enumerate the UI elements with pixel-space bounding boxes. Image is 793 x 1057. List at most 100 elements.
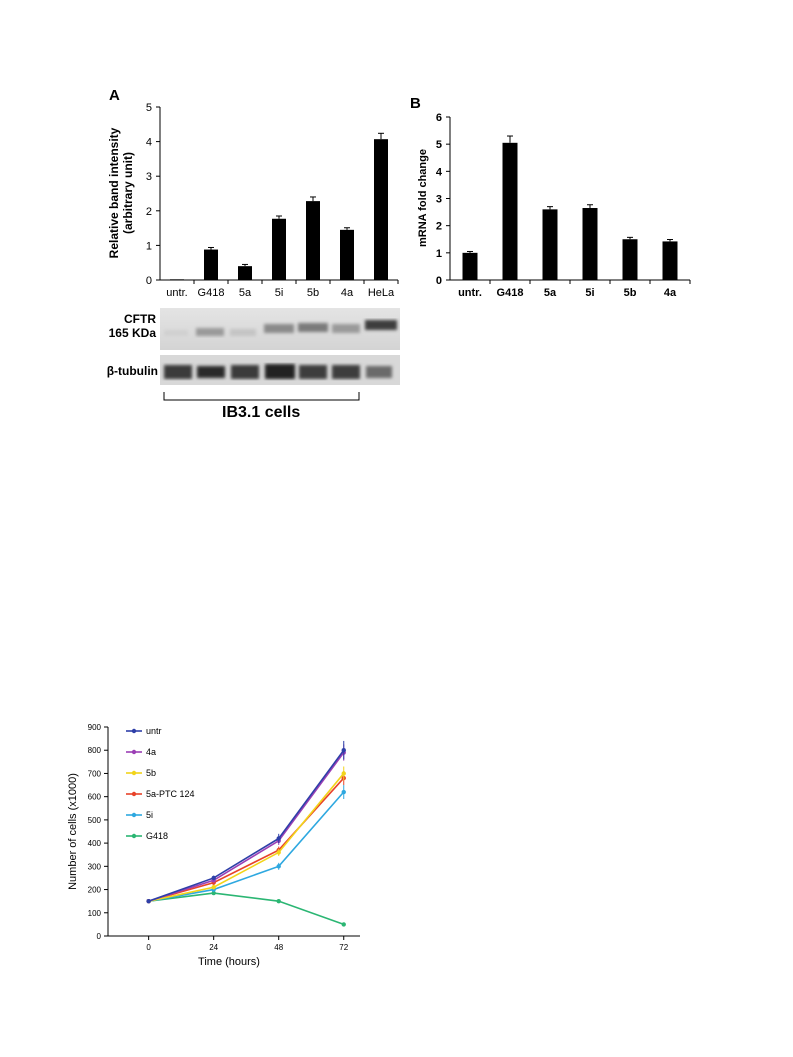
legend-marker-G418 xyxy=(131,833,137,839)
growth-chart: 0 100 200 300 400 500 600 700 800 900 0 24 48 72 Time … xyxy=(67,723,360,968)
tubulin-band-5a xyxy=(231,365,259,379)
cftr-band-g418 xyxy=(196,328,224,336)
growth-x-tick-label: 72 xyxy=(339,943,348,952)
tubulin-blot xyxy=(160,355,400,385)
panel-b-x-tick-label: G418 xyxy=(497,287,524,299)
panel-b-x-tick-label: 5i xyxy=(585,287,594,299)
panel-b-bar xyxy=(462,252,478,280)
panel-a-x-tick-label: untr. xyxy=(166,287,187,299)
cftr-label: CFTR 165 KDa xyxy=(96,312,156,340)
panel-b-x-tick-label: 5a xyxy=(544,287,557,299)
panel-b-y-tick-label: 6 xyxy=(436,112,442,124)
series-point-G418 xyxy=(341,922,346,927)
panel-a-y-tick-label: 2 xyxy=(146,206,152,218)
panel-a-bar xyxy=(306,201,320,280)
series-point-untr xyxy=(146,898,151,904)
panel-a-y-axis-title-line2: (arbitrary unit) xyxy=(121,152,135,234)
panel-a-y-tick-label: 5 xyxy=(146,102,152,114)
panel-a-bar xyxy=(204,249,218,280)
cftr-label-line1: CFTR xyxy=(124,312,156,326)
tubulin-label: β-tubulin xyxy=(106,364,158,378)
series-line-G418 xyxy=(148,892,345,926)
series-point-5b xyxy=(276,850,281,855)
series-line-5b xyxy=(148,772,345,902)
panel-b-x-tick-label: 5b xyxy=(624,287,637,299)
panel-a-x-tick-label: 4a xyxy=(341,287,354,299)
panel-b-bar xyxy=(662,241,678,280)
series-point-5b xyxy=(211,885,216,890)
cftr-band-4a xyxy=(332,324,360,333)
panel-a-x-tick-label: 5a xyxy=(239,287,252,299)
growth-y-tick-label: 700 xyxy=(88,769,102,778)
legend-marker-5b xyxy=(131,770,137,776)
panel-a: A 0 1 2 3 4 5 untr. G418 5a 5i 5b 4a HeLa Relative ba… xyxy=(0,0,410,440)
series-point-untr xyxy=(211,875,216,881)
growth-x-tick-label: 24 xyxy=(209,943,218,952)
growth-x-axis-title: Time (hours) xyxy=(198,956,260,968)
series-point-5b xyxy=(341,771,346,776)
legend-label-4a: 4a xyxy=(146,747,156,757)
growth-y-tick-label: 200 xyxy=(88,886,102,895)
panel-a-bar xyxy=(340,229,354,280)
growth-y-tick-label: 100 xyxy=(88,909,102,918)
legend-marker-4a xyxy=(131,749,137,755)
panel-b-y-tick-label: 2 xyxy=(436,221,442,233)
tubulin-band-hela xyxy=(366,366,392,378)
cftr-label-line2: 165 KDa xyxy=(108,326,156,340)
cftr-band-5b xyxy=(298,323,328,332)
cftr-band-5i xyxy=(264,324,294,333)
cftr-band-untr xyxy=(164,330,188,336)
series-point-untr xyxy=(341,748,346,753)
growth-y-tick-label: 600 xyxy=(88,793,102,802)
growth-y-tick-label: 800 xyxy=(88,746,102,755)
cells-bracket xyxy=(163,392,360,401)
legend-label-5i: 5i xyxy=(146,810,153,820)
series-line-4a xyxy=(148,752,345,902)
growth-x-tick-label: 48 xyxy=(274,943,283,952)
cftr-band-hela xyxy=(365,320,397,330)
cells-label: IB3.1 cells xyxy=(222,404,301,421)
series-point-5i xyxy=(276,864,281,869)
legend-marker-5a-PTC 124 xyxy=(131,791,137,797)
legend-label-5a-PTC 124: 5a-PTC 124 xyxy=(146,789,195,799)
legend-label-G418: G418 xyxy=(146,831,168,841)
tubulin-band-g418 xyxy=(197,366,225,378)
panel-b-chart: B 0 1 2 3 4 5 6 untr. G418 5a 5i 5b 4a mRNA fold chan… xyxy=(410,95,691,299)
panel-a-chart: A 0 1 2 3 4 5 untr. G418 5a 5i 5b 4a HeLa Relative ba… xyxy=(107,87,399,299)
panel-a-y-tick-label: 4 xyxy=(146,137,152,149)
panel-a-y-tick-label: 0 xyxy=(146,275,152,287)
tubulin-band-5b xyxy=(299,365,327,379)
panel-b-y-tick-label: 1 xyxy=(436,248,442,260)
tubulin-band-4a xyxy=(332,365,360,379)
growth-x-tick-label: 0 xyxy=(146,943,151,952)
legend-label-5b: 5b xyxy=(146,768,156,778)
panel-b-bar xyxy=(582,208,598,280)
tubulin-band-5i xyxy=(265,364,295,379)
panel-b-bar xyxy=(622,239,638,280)
panel-a-x-tick-label: HeLa xyxy=(368,287,395,299)
panel-a-bar xyxy=(238,266,252,280)
series-point-G418 xyxy=(211,890,216,896)
panel-a-y-tick-label: 1 xyxy=(146,240,152,252)
panel-a-y-axis-title: Relative band intensity(arbitrary unit) xyxy=(107,127,135,258)
panel-b-x-tick-label: 4a xyxy=(664,287,677,299)
series-line-5i xyxy=(148,791,345,902)
growth-y-axis-title: Number of cells (x1000) xyxy=(67,773,79,890)
legend-label-untr: untr xyxy=(146,726,162,736)
series-point-untr xyxy=(276,836,281,841)
panel-b: B 0 1 2 3 4 5 6 untr. G418 5a 5i 5b 4a mRNA fold chan… xyxy=(400,80,700,310)
panel-b-y-tick-label: 3 xyxy=(436,194,442,206)
cftr-band-5a xyxy=(230,329,256,336)
growth-y-tick-label: 900 xyxy=(88,723,102,732)
panel-a-y-axis-title-line1: Relative band intensity xyxy=(107,127,121,258)
panel-b-letter: B xyxy=(410,95,421,112)
series-line-untr xyxy=(148,749,345,902)
tubulin-band-untr xyxy=(164,365,192,379)
growth-panel: 0 100 200 300 400 500 600 700 800 900 0 24 48 72 Time … xyxy=(60,715,380,975)
panel-a-x-tick-label: G418 xyxy=(198,287,225,299)
series-point-5i xyxy=(341,789,346,795)
panel-b-y-tick-label: 0 xyxy=(436,275,442,287)
panel-b-bar xyxy=(502,142,518,280)
panel-a-bar xyxy=(170,279,184,281)
panel-b-bar xyxy=(542,209,558,280)
